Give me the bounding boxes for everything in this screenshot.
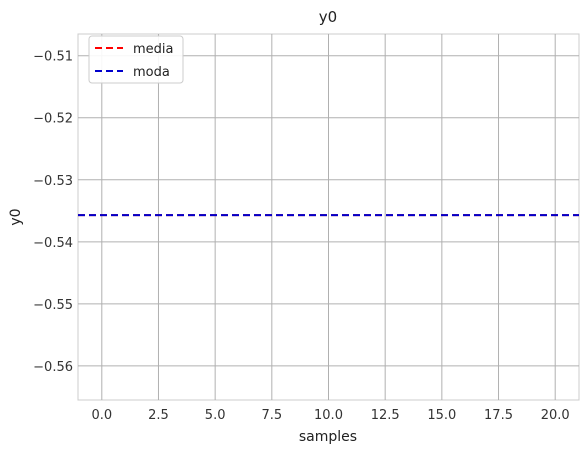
legend: media moda [88, 35, 184, 84]
x-tick-label: 2.5 [148, 408, 169, 423]
x-tick-label: 15.0 [427, 408, 456, 423]
y-tick-label: −0.52 [33, 112, 73, 127]
x-tick-label: 12.5 [371, 408, 400, 423]
x-tick-label: 10.0 [314, 408, 343, 423]
x-tick-labels: 0.0 2.5 5.0 7.5 10.0 12.5 15.0 17.5 20.0 [91, 408, 569, 423]
y-tick-label: −0.51 [33, 50, 73, 65]
chart-title: y0 [319, 8, 337, 26]
legend-label-media: media [133, 42, 174, 57]
x-tick-label: 5.0 [205, 408, 226, 423]
x-tick-label: 7.5 [261, 408, 282, 423]
x-tick-label: 0.0 [91, 408, 112, 423]
x-axis-label: samples [299, 429, 357, 445]
y-tick-labels: −0.51 −0.52 −0.53 −0.54 −0.55 −0.56 [33, 50, 73, 375]
y-tick-label: −0.54 [33, 236, 73, 251]
x-tick-label: 17.5 [484, 408, 513, 423]
y-tick-label: −0.53 [33, 174, 73, 189]
legend-label-moda: moda [133, 65, 170, 80]
y-tick-label: −0.56 [33, 360, 73, 375]
y-axis-label: y0 [8, 208, 24, 225]
y-tick-label: −0.55 [33, 298, 73, 313]
x-tick-label: 20.0 [541, 408, 570, 423]
